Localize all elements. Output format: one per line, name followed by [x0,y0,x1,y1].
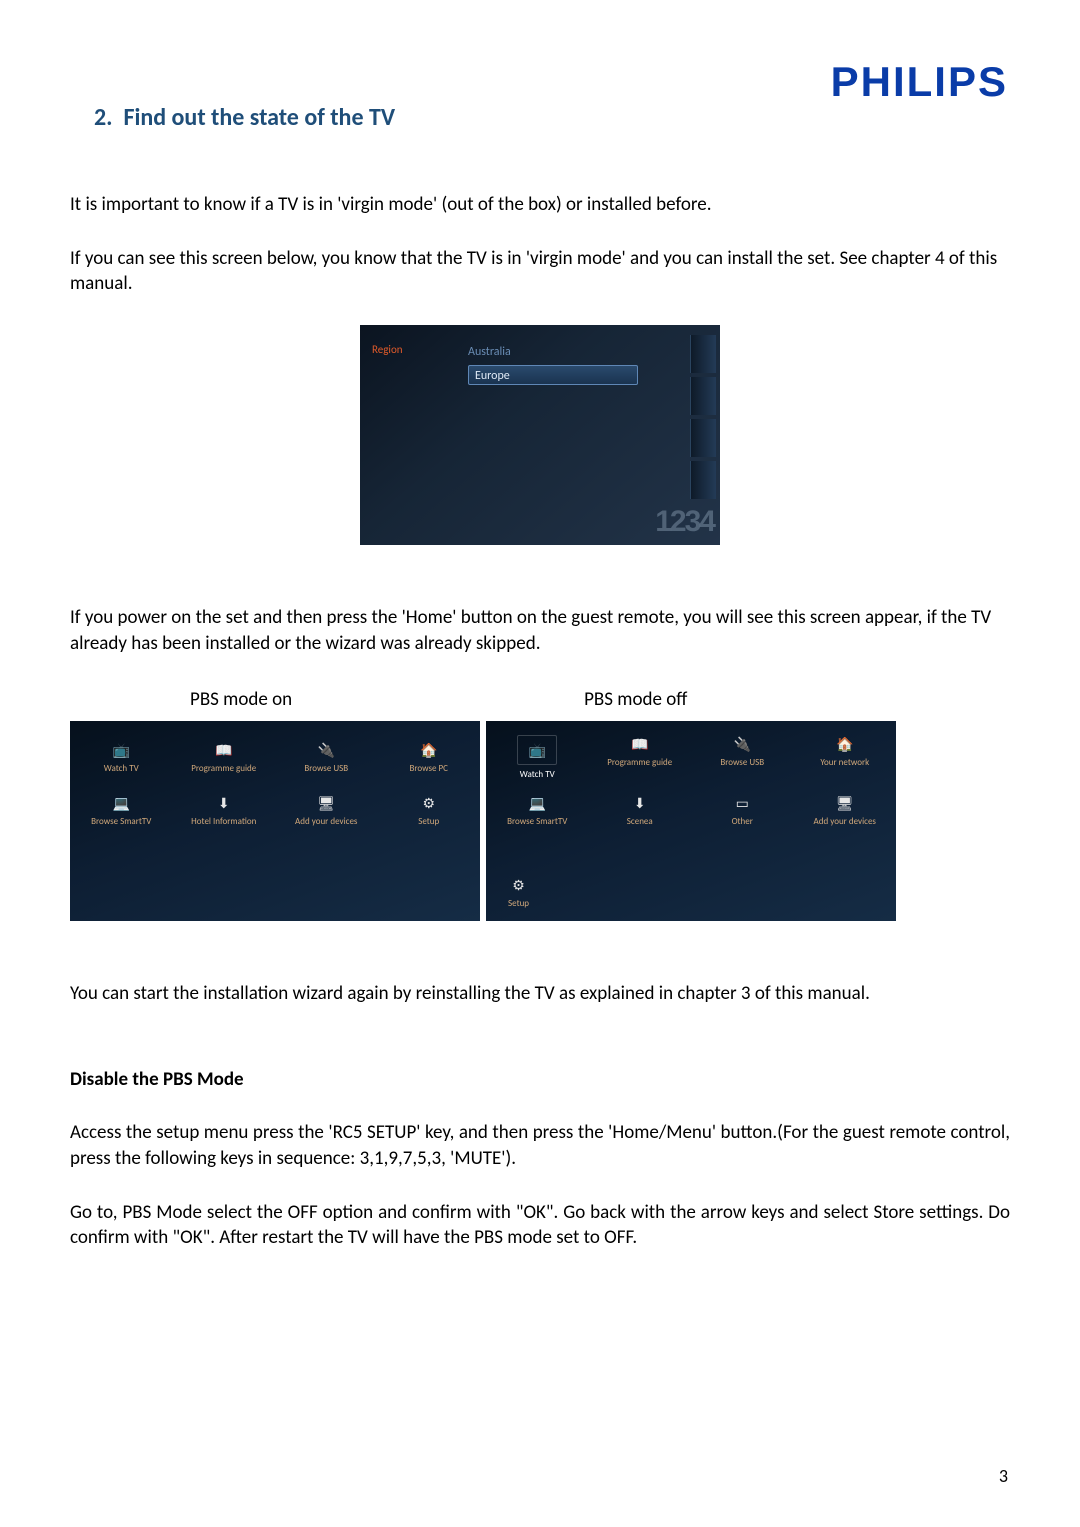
menu-item-icon: 🖥 [833,794,857,812]
menu-item-icon: 📖 [212,741,236,759]
menu-item: 📺 Watch TV [70,741,173,774]
menu-item: 📺 Watch TV [486,735,589,780]
region-option-europe-selected: Europe [468,365,638,385]
menu-item-label: Programme guide [191,763,256,774]
menu-item-icon: 📖 [628,735,652,753]
philips-logo: PHILIPS [831,58,1008,106]
menu-item-icon: 🖥 [314,794,338,812]
menu-item: ⚙ Setup [378,794,481,827]
menu-item: 📖 Programme guide [589,735,692,780]
menu-item-icon: ▭ [730,794,754,812]
section-heading-text: Find out the state of the TV [123,103,395,132]
menu-item: ▭ Other [691,794,794,827]
menu-item-label: Watch TV [520,769,555,780]
screenshot-home-menu-pbs-off: 📺 Watch TV 📖 Programme guide 🔌 Browse USB 🏠 You… [486,721,896,921]
menu-item-label: Browse USB [304,763,348,774]
menu-item-label: Browse USB [720,757,764,768]
region-decor-numbers: 1234 [655,505,714,539]
section-heading: 2. Find out the state of the TV [94,103,1010,132]
paragraph-restart-wizard: You can start the installation wizard ag… [70,981,1010,1007]
menu-item-label: Browse SmartTV [507,816,567,827]
menu-item-label: Setup [418,816,439,827]
menu-item: 🖥 Add your devices [275,794,378,827]
page-number: 3 [999,1465,1008,1487]
menu-item-icon: 🔌 [730,735,754,753]
menu-item-icon: 📺 [517,735,557,765]
menu-item-label: Add your devices [814,816,876,827]
menu-item: 🔌 Browse USB [691,735,794,780]
menu-item-label: Watch TV [104,763,139,774]
menu-item-icon: ⬇ [628,794,652,812]
menu-item: 🔌 Browse USB [275,741,378,774]
paragraph-virgin-mode-screen: If you can see this screen below, you kn… [70,246,1010,297]
menu-item-label: Scenea [627,816,653,827]
screenshot-region-select: Region Australia Europe 1234 [360,325,720,545]
menu-item-label: Add your devices [295,816,357,827]
menu-item-icon: 📺 [109,741,133,759]
menu-item-label: Browse PC [410,763,448,774]
menu-item-icon: ⬇ [212,794,236,812]
menu-item: 💻 Browse SmartTV [486,794,589,827]
disable-pbs-heading: Disable the PBS Mode [70,1067,1010,1093]
menu-item-icon: 🔌 [314,741,338,759]
menu-item: 💻 Browse SmartTV [70,794,173,827]
menu-item-setup: ⚙ Setup [508,877,529,909]
menu-item: 🖥 Add your devices [794,794,897,827]
pbs-off-label: PBS mode off [584,688,687,711]
region-option-australia: Australia [468,345,511,359]
section-number: 2. [94,103,113,132]
paragraph-pbs-off-steps: Go to, PBS Mode select the OFF option an… [70,1200,1010,1251]
menu-item-icon: 🏠 [417,741,441,759]
menu-item-label: Other [732,816,753,827]
menu-item-label: Programme guide [607,757,672,768]
menu-item: ⬇ Scenea [589,794,692,827]
menu-item: ⬇ Hotel Information [173,794,276,827]
menu-item-label: Hotel Information [191,816,256,827]
menu-item-label: Your network [820,757,869,768]
menu-item: 🏠 Your network [794,735,897,780]
menu-item-label: Browse SmartTV [91,816,151,827]
menu-item-icon: ⚙ [417,794,441,812]
menu-item-icon: 💻 [109,794,133,812]
region-right-panels [690,335,716,503]
pbs-on-label: PBS mode on [190,688,292,711]
menu-item-label: Setup [508,898,529,909]
paragraph-home-button: If you power on the set and then press t… [70,605,1010,656]
menu-item: 📖 Programme guide [173,741,276,774]
pbs-mode-labels: PBS mode on PBS mode off [70,688,1010,711]
region-label: Region [372,343,403,356]
paragraph-virgin-mode-intro: It is important to know if a TV is in 'v… [70,192,1010,218]
screenshot-home-menu-pbs-on: 📺 Watch TV 📖 Programme guide 🔌 Browse USB 🏠 Bro… [70,721,480,921]
menu-item-icon: 💻 [525,794,549,812]
gear-icon: ⚙ [512,877,525,894]
menu-item: 🏠 Browse PC [378,741,481,774]
paragraph-rc5-setup: Access the setup menu press the 'RC5 SET… [70,1120,1010,1171]
menu-item-icon: 🏠 [833,735,857,753]
